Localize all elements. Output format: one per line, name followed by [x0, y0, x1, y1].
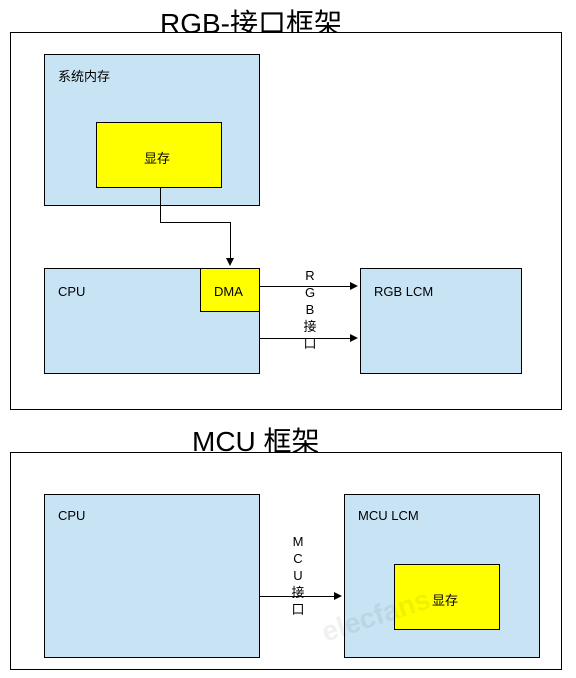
label-cpu1: CPU — [58, 284, 85, 299]
label-vram2: 显存 — [432, 590, 458, 609]
label-sysmem: 系统内存 — [58, 66, 110, 85]
bus-char: 口 — [290, 602, 306, 619]
bus-char: C — [290, 551, 306, 568]
bus-char: B — [302, 302, 318, 319]
arrow-vram-dma-head — [226, 258, 234, 266]
bus-char: M — [290, 534, 306, 551]
label-dma: DMA — [214, 284, 243, 299]
label-vram1: 显存 — [144, 148, 170, 167]
bus-char: 口 — [302, 336, 318, 353]
label-rgblcm: RGB LCM — [374, 284, 433, 299]
arrow-vram-dma-seg3 — [230, 222, 231, 260]
bus-char: U — [290, 568, 306, 585]
arrow-vram-dma-seg1 — [160, 188, 161, 222]
arrow-cpu-mculcm-head — [334, 592, 342, 600]
label-cpu2: CPU — [58, 508, 85, 523]
arrow-vram-dma-seg2 — [160, 222, 230, 223]
bus-label-rgb: R G B 接 口 — [302, 268, 318, 352]
bus-char: 接 — [290, 585, 306, 602]
arrow-dma-lcm-top-head — [350, 282, 358, 290]
label-mculcm: MCU LCM — [358, 508, 419, 523]
arrow-cpu-lcm-bot-head — [350, 334, 358, 342]
bus-label-mcu: M C U 接 口 — [290, 534, 306, 618]
bus-char: 接 — [302, 319, 318, 336]
bus-char: G — [302, 285, 318, 302]
bus-char: R — [302, 268, 318, 285]
